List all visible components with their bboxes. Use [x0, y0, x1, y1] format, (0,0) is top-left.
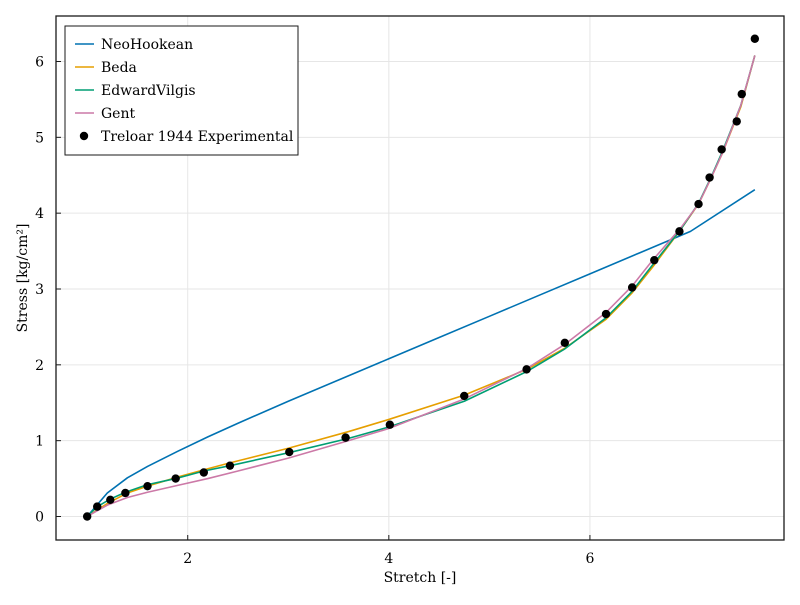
y-tick-label: 6 [35, 54, 44, 70]
legend-entry-gent: Gent [75, 106, 135, 122]
data-point [143, 481, 152, 491]
data-point [737, 89, 746, 99]
legend-label: NeoHookean [101, 37, 193, 53]
legend-entry-treloar-1944-experimental: Treloar 1944 Experimental [79, 129, 294, 145]
legend-label: Treloar 1944 Experimental [101, 129, 294, 145]
data-point [460, 391, 469, 401]
data-point [93, 502, 102, 511]
data-point [601, 309, 611, 319]
legend-label: EdwardVilgis [101, 83, 196, 99]
legend-entry-edwardvilgis: EdwardVilgis [75, 83, 196, 99]
legend-label: Beda [101, 60, 137, 76]
data-point [121, 488, 130, 498]
legend-entry-neohookean: NeoHookean [75, 37, 193, 53]
data-point [341, 433, 350, 442]
legend-label: Gent [101, 106, 135, 122]
y-tick-label: 4 [35, 206, 44, 222]
data-point [385, 420, 395, 429]
data-point [732, 117, 741, 126]
data-point [82, 512, 92, 521]
data-point [705, 173, 714, 182]
data-point [225, 461, 235, 470]
data-point [285, 447, 294, 457]
legend-box [64, 25, 299, 156]
x-tick-label: 2 [183, 551, 192, 567]
y-tick-label: 5 [35, 130, 44, 146]
y-tick-label: 3 [35, 282, 44, 298]
series-line-neohookean [86, 188, 756, 518]
series-layer [82, 34, 760, 521]
y-tick-label: 0 [35, 509, 44, 525]
y-axis-title: Stress [kg/cm²] [15, 224, 31, 333]
series-line-gent [86, 55, 756, 518]
x-axis-title: Stretch [-] [384, 570, 457, 586]
legend-swatch [79, 131, 89, 141]
data-point [627, 283, 637, 292]
data-point [560, 338, 569, 348]
legend: NeoHookean Beda EdwardVilgis Gent Treloar 19… [64, 25, 299, 156]
legend-entry-beda: Beda [75, 60, 137, 76]
x-tick-label: 6 [585, 551, 594, 567]
tick-layer: 2 4 6 0 1 2 3 4 5 6 [35, 54, 594, 567]
data-point [199, 468, 209, 477]
series-points-treloar-1944-experimental [82, 34, 760, 521]
data-point [522, 365, 531, 374]
x-tick-label: 4 [384, 551, 393, 567]
data-point [675, 227, 684, 236]
y-tick-label: 1 [35, 434, 44, 450]
data-point [106, 495, 115, 505]
data-point [650, 255, 659, 265]
data-point [717, 145, 726, 154]
y-tick-label: 2 [35, 358, 44, 374]
data-point [694, 199, 703, 209]
plot-area-frame [55, 15, 785, 541]
data-point [171, 474, 180, 483]
data-point [750, 34, 760, 43]
